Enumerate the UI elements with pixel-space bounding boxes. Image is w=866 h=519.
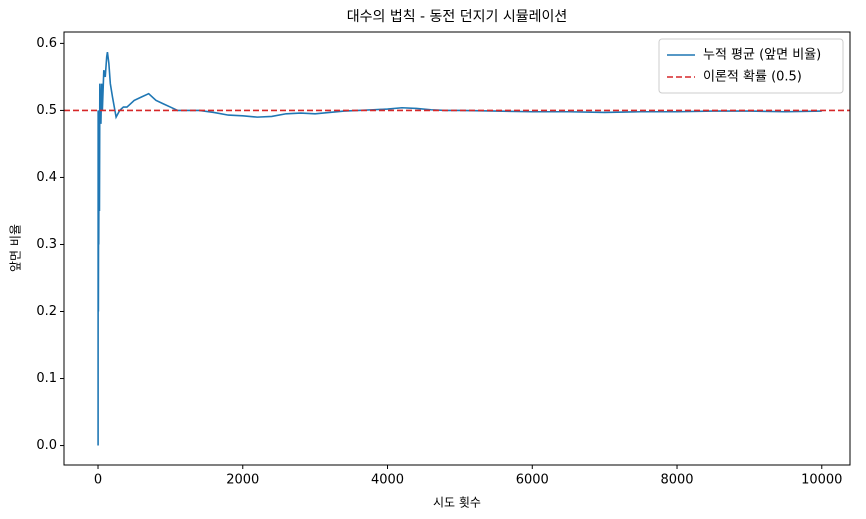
plot-frame xyxy=(63,31,851,466)
y-tick-label: 0.6 xyxy=(36,36,57,51)
chart-title: 대수의 법칙 - 동전 던지기 시뮬레이션 xyxy=(347,9,568,25)
data-line xyxy=(97,51,822,446)
legend-label: 이론적 확률 (0.5) xyxy=(703,70,802,85)
y-tick-label: 0.0 xyxy=(36,438,57,453)
y-tick-label: 0.1 xyxy=(36,371,57,386)
y-tick-label: 0.4 xyxy=(36,170,57,185)
x-tick-label: 4000 xyxy=(371,473,404,488)
y-axis-label: 앞면 비율 xyxy=(9,224,23,272)
y-tick-label: 0.5 xyxy=(36,103,57,118)
x-tick-label: 10000 xyxy=(801,473,842,488)
x-axis-label: 시도 횟수 xyxy=(433,496,481,510)
y-tick-label: 0.3 xyxy=(36,237,57,252)
x-tick-label: 2000 xyxy=(226,473,259,488)
y-tick-label: 0.2 xyxy=(36,304,57,319)
x-tick-label: 6000 xyxy=(516,473,549,488)
x-tick-label: 8000 xyxy=(660,473,693,488)
legend-label: 누적 평균 (앞면 비율) xyxy=(703,48,821,63)
x-tick-label: 0 xyxy=(94,473,102,488)
legend-box xyxy=(658,38,844,94)
